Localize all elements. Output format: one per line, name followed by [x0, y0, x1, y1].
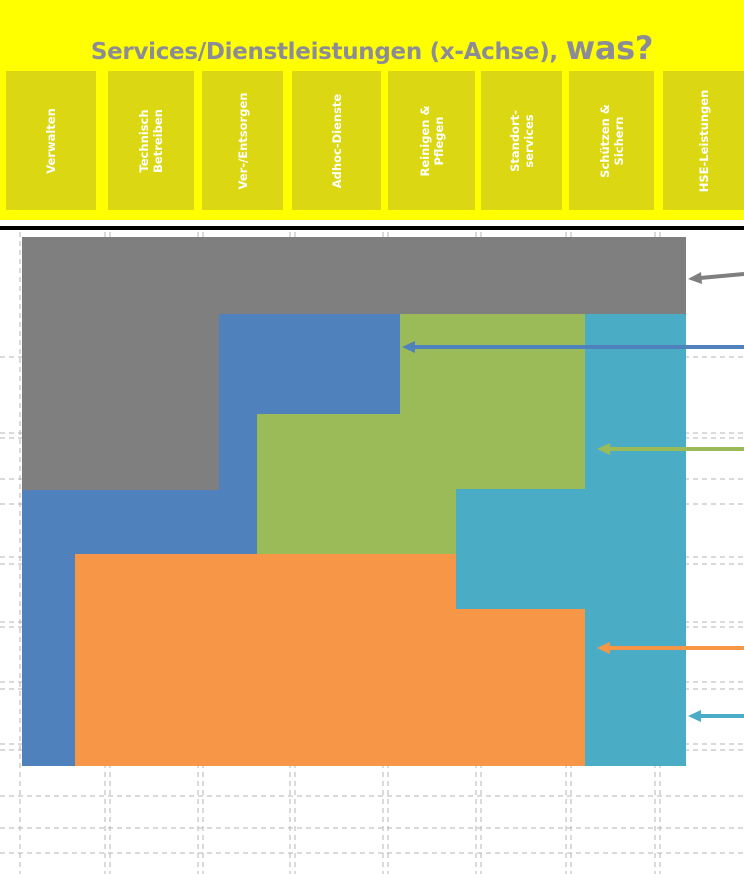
blue-block-left-strip: [22, 554, 75, 766]
blue-block-lower: [22, 490, 257, 554]
teal-block-inner: [456, 489, 586, 609]
header-banner: Services/Dienstleistungen (x-Achse), was…: [0, 0, 744, 220]
blue-arrow: [402, 341, 744, 353]
column-hse-leistungen: HSE-Leistungen: [663, 71, 744, 210]
gray-block-left: [22, 314, 219, 490]
green-block: [400, 314, 585, 414]
column-technisch-betreiben: Technisch Betreiben: [108, 71, 194, 210]
column-adhoc-dienste: Adhoc-Dienste: [292, 71, 381, 210]
column-reinigen-pflegen: Reinigen & Pflegen: [388, 71, 475, 210]
title-emphasis: was?: [565, 29, 654, 67]
title-text: Services/Dienstleistungen (x-Achse),: [90, 39, 566, 65]
orange-arrow: [597, 642, 744, 654]
green-block-middle: [257, 414, 585, 489]
column-standortservices: Standort- services: [481, 71, 562, 210]
gray-block: [22, 237, 686, 314]
gray-arrow: [688, 272, 744, 284]
column-schuetzen-sichern: Schützen & Sichern: [569, 71, 654, 210]
blue-block: [219, 314, 400, 414]
header-divider: [0, 226, 744, 230]
blue-block-step: [219, 414, 257, 490]
header-title: Services/Dienstleistungen (x-Achse), was…: [0, 29, 744, 67]
orange-block: [75, 554, 456, 766]
column-verwalten: Verwalten: [6, 71, 96, 210]
orange-block-right: [456, 609, 585, 766]
column-ver-entsorgen: Ver-/Entsorgen: [202, 71, 283, 210]
green-block-lower: [257, 489, 456, 554]
teal-block: [585, 314, 686, 766]
green-arrow: [597, 443, 744, 455]
teal-arrow: [688, 710, 744, 722]
